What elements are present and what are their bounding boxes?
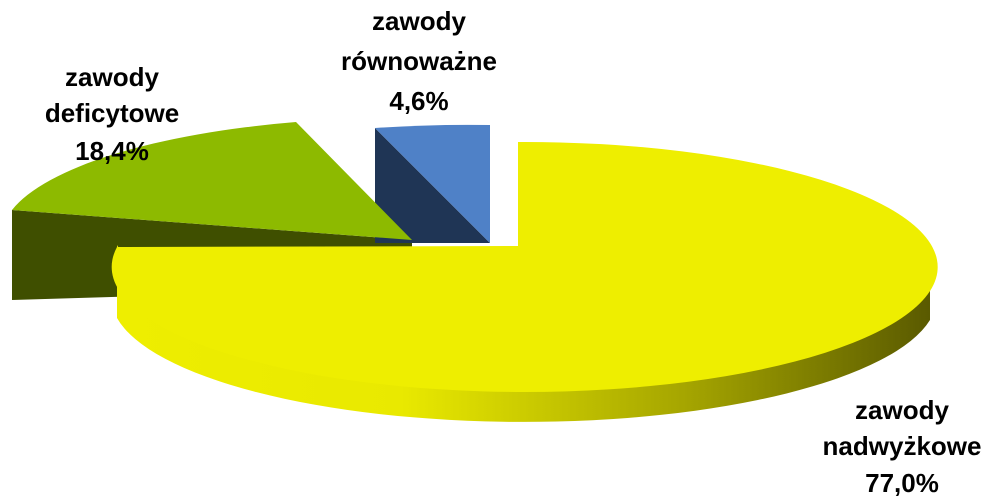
label-nadwyzkowe-line2: nadwyżkowe [823,431,982,461]
slice-top-nadwyzkowe [111,141,938,392]
label-nadwyzkowe-line1: zawody [855,395,949,425]
label-rownowazne-value: 4,6% [389,86,448,116]
slice-top-rownowazne [375,124,490,243]
label-deficytowe-line1: zawody [65,62,159,92]
slice-side-nadwyzkowe [117,245,930,422]
label-rownowazne-line1: zawody [372,6,466,36]
slice-top-deficytowe [12,122,412,240]
label-deficytowe-line2: deficytowe [45,98,179,128]
label-rownowazne-line2: równoważne [341,46,497,76]
pie-top-faces [12,122,938,392]
label-nadwyzkowe-value: 77,0% [865,468,939,497]
data-labels: zawody deficytowe 18,4% zawody równoważn… [45,6,982,497]
label-deficytowe-value: 18,4% [75,136,149,166]
